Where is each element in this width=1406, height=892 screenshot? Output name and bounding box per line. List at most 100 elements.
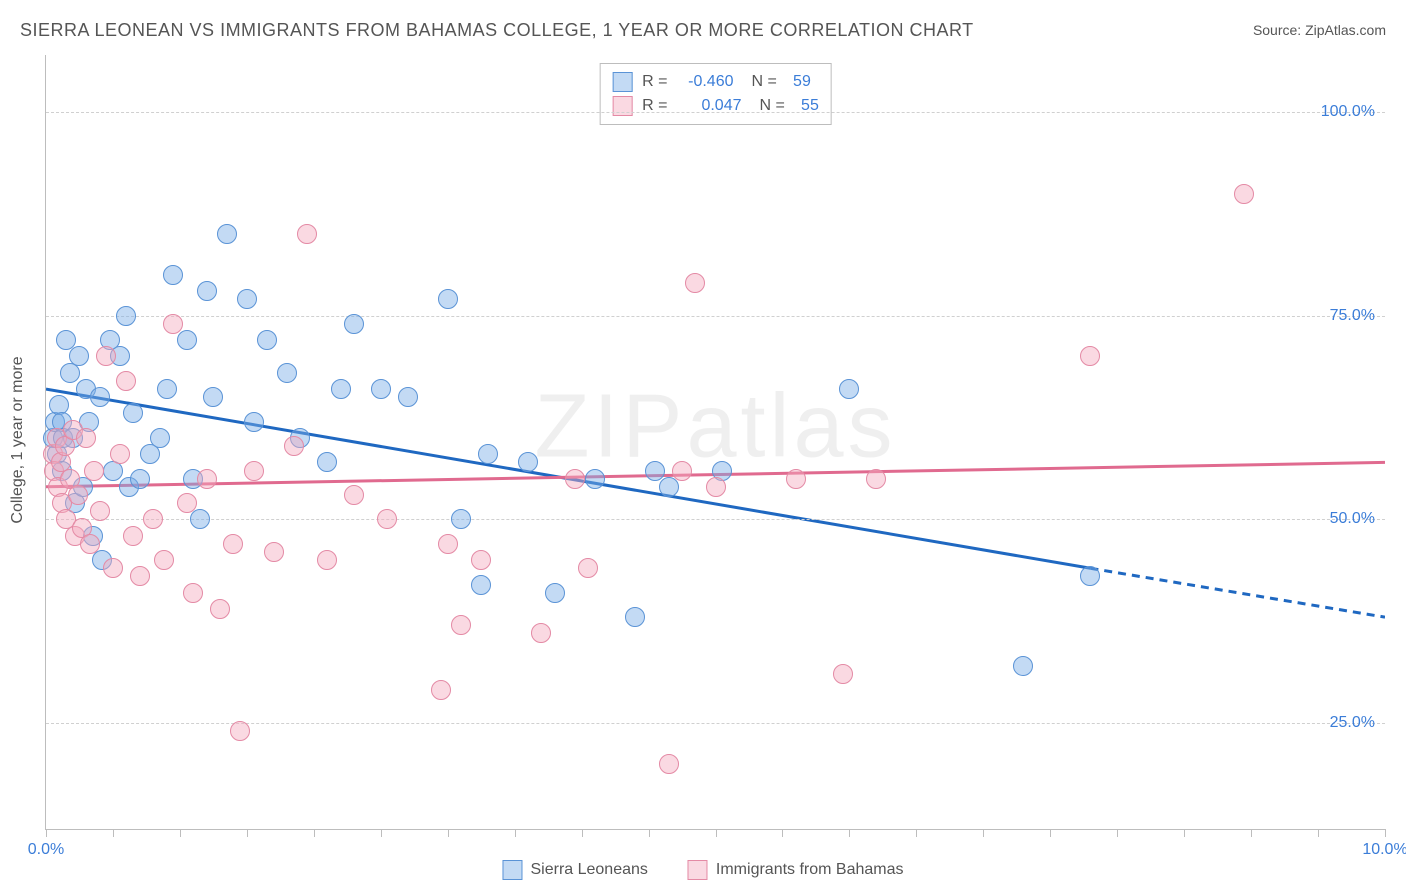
data-point-series-2 [197,469,217,489]
data-point-series-2 [76,428,96,448]
data-point-series-2 [110,444,130,464]
stat-value-n-2: 55 [795,94,819,118]
data-point-series-2 [84,461,104,481]
data-point-series-2 [163,314,183,334]
data-point-series-2 [672,461,692,481]
data-point-series-1 [839,379,859,399]
stat-label-n: N = [752,70,777,94]
data-point-series-1 [331,379,351,399]
legend-label-2: Immigrants from Bahamas [716,861,904,879]
data-point-series-2 [833,664,853,684]
data-point-series-1 [163,265,183,285]
x-tick-mark [113,829,114,837]
x-tick-mark [180,829,181,837]
x-tick-mark [1117,829,1118,837]
y-tick-label: 50.0% [1330,510,1375,528]
x-tick-mark [1050,829,1051,837]
data-point-series-1 [398,387,418,407]
x-tick-mark [515,829,516,837]
data-point-series-2 [90,501,110,521]
data-point-series-1 [217,224,237,244]
data-point-series-1 [190,509,210,529]
source-label: Source: ZipAtlas.com [1253,22,1386,38]
data-point-series-2 [866,469,886,489]
x-tick-mark [46,829,47,837]
x-tick-mark [1251,829,1252,837]
data-point-series-2 [344,485,364,505]
legend-item-2: Immigrants from Bahamas [688,860,904,880]
data-point-series-2 [438,534,458,554]
data-point-series-2 [223,534,243,554]
stat-label-r: R = [642,94,667,118]
x-tick-mark [983,829,984,837]
data-point-series-2 [706,477,726,497]
legend-row-series-1: R = -0.460 N = 59 [612,70,819,94]
x-tick-mark [247,829,248,837]
x-tick-mark [1184,829,1185,837]
gridline-h [46,316,1385,317]
stat-value-r-1: -0.460 [678,70,734,94]
data-point-series-1 [344,314,364,334]
series-legend: Sierra Leoneans Immigrants from Bahamas [502,860,903,880]
x-tick-label: 0.0% [28,841,64,859]
data-point-series-2 [531,623,551,643]
data-point-series-1 [545,583,565,603]
legend-item-1: Sierra Leoneans [502,860,647,880]
data-point-series-2 [471,550,491,570]
data-point-series-1 [1080,566,1100,586]
x-tick-mark [782,829,783,837]
data-point-series-2 [154,550,174,570]
legend-label-1: Sierra Leoneans [530,861,647,879]
data-point-series-2 [130,566,150,586]
x-tick-mark [448,829,449,837]
data-point-series-1 [90,387,110,407]
data-point-series-1 [471,575,491,595]
legend-swatch-2b [688,860,708,880]
correlation-legend: R = -0.460 N = 59 R = 0.047 N = 55 [599,63,832,125]
x-tick-mark [582,829,583,837]
data-point-series-2 [297,224,317,244]
data-point-series-1 [130,469,150,489]
data-point-series-2 [786,469,806,489]
gridline-h [46,112,1385,113]
data-point-series-2 [123,526,143,546]
data-point-series-2 [183,583,203,603]
data-point-series-2 [565,469,585,489]
data-point-series-1 [659,477,679,497]
stat-value-r-2: 0.047 [678,94,742,118]
data-point-series-1 [177,330,197,350]
x-tick-mark [849,829,850,837]
data-point-series-2 [284,436,304,456]
x-tick-mark [1318,829,1319,837]
data-point-series-2 [96,346,116,366]
data-point-series-1 [585,469,605,489]
data-point-series-2 [116,371,136,391]
data-point-series-1 [237,289,257,309]
data-point-series-2 [103,558,123,578]
data-point-series-2 [210,599,230,619]
legend-row-series-2: R = 0.047 N = 55 [612,94,819,118]
x-tick-mark [1385,829,1386,837]
data-point-series-1 [277,363,297,383]
x-tick-mark [716,829,717,837]
data-point-series-2 [685,273,705,293]
data-point-series-1 [1013,656,1033,676]
legend-swatch-1b [502,860,522,880]
data-point-series-2 [1080,346,1100,366]
data-point-series-1 [150,428,170,448]
data-point-series-1 [478,444,498,464]
data-point-series-1 [116,306,136,326]
x-tick-mark [916,829,917,837]
data-point-series-2 [578,558,598,578]
x-tick-label: 10.0% [1362,841,1406,859]
data-point-series-1 [244,412,264,432]
data-point-series-1 [257,330,277,350]
data-point-series-2 [143,509,163,529]
data-point-series-2 [451,615,471,635]
data-point-series-1 [123,403,143,423]
data-point-series-1 [203,387,223,407]
data-point-series-1 [518,452,538,472]
stat-value-n-1: 59 [787,70,811,94]
data-point-series-2 [177,493,197,513]
data-point-series-1 [69,346,89,366]
